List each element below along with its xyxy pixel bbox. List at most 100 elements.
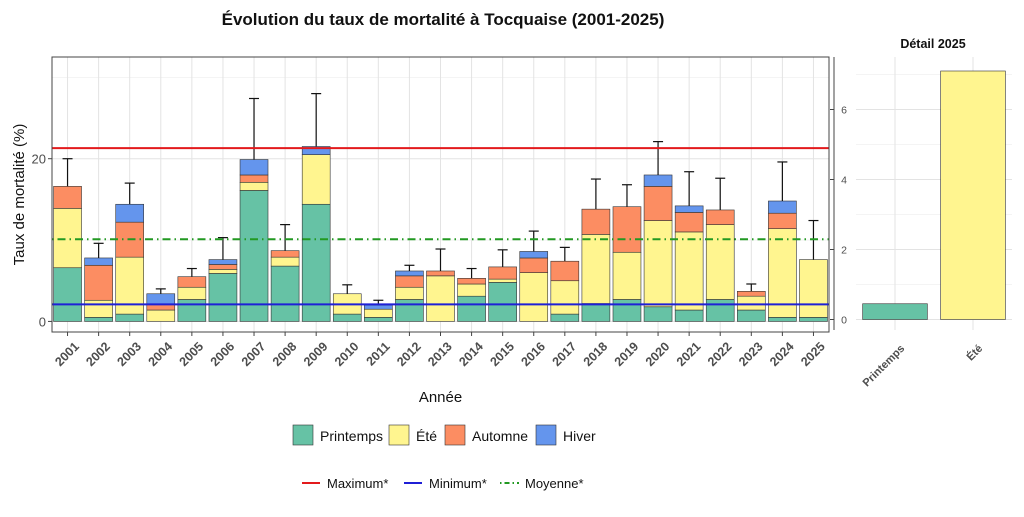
x-tick-label: 2006 (208, 339, 238, 369)
bar-segment-ete (581, 234, 611, 304)
bar-segment-hiver (768, 200, 797, 214)
detail-bar-printemps (862, 303, 928, 320)
bar-segment-printemps (177, 299, 207, 322)
bar-segment-automne (177, 276, 207, 288)
detail-y-tick-label: 2 (841, 245, 847, 257)
bar-segment-ete (768, 228, 797, 318)
bar-segment-automne (239, 174, 269, 183)
bar-segment-hiver (146, 293, 176, 305)
bar-segment-ete (239, 181, 269, 191)
bar-segment-ete (53, 208, 82, 269)
detail-panel-title: Détail 2025 (900, 37, 965, 51)
bar-segment-automne (457, 278, 486, 285)
bar-segment-hiver (208, 259, 238, 265)
bar-segment-ete (519, 272, 549, 322)
bar-segment-ete (799, 259, 828, 318)
x-tick-label: 2015 (487, 339, 517, 369)
bar-segment-automne (426, 270, 455, 277)
bar-segment-ete (457, 283, 486, 297)
bar-segment-ete (705, 224, 735, 300)
bar-segment-ete (488, 278, 517, 283)
bar-segment-printemps (301, 203, 331, 322)
x-tick-label: 2020 (643, 339, 673, 369)
legend-line-label-moyenne: Moyenne* (525, 476, 584, 491)
bar-segment-automne (550, 260, 580, 282)
x-tick-label: 2016 (519, 339, 549, 369)
legend-key-automne (444, 424, 466, 446)
detail-x-tick-label: Été (964, 342, 985, 363)
bar-segment-printemps (364, 317, 393, 322)
x-axis-title: Année (419, 389, 462, 406)
bar-segment-printemps (550, 313, 580, 322)
bar-segment-automne (53, 186, 82, 209)
bar-segment-automne (643, 186, 673, 221)
legend-label-hiver: Hiver (563, 428, 596, 444)
bar-segment-printemps (115, 313, 144, 322)
legend-key-ete (388, 424, 410, 446)
detail-y-tick-label: 0 (841, 315, 847, 327)
bar-segment-automne (84, 264, 113, 301)
bar-segment-hiver (643, 174, 673, 187)
x-tick-label: 2009 (301, 339, 331, 369)
bar-segment-ete (84, 299, 113, 318)
bar-segment-hiver (364, 304, 393, 310)
bar-segment-ete (146, 309, 176, 322)
y-tick-label: 20 (32, 152, 46, 167)
x-tick-label: 2010 (332, 339, 362, 369)
x-tick-label: 2007 (239, 339, 269, 369)
legend-key-printemps (292, 424, 314, 446)
bar-segment-printemps (581, 303, 611, 322)
x-tick-label: 2013 (425, 339, 455, 369)
bar-segment-printemps (799, 317, 828, 322)
x-tick-label: 2023 (736, 339, 766, 369)
bar-segment-ete (301, 154, 331, 205)
bar-segment-automne (737, 291, 766, 297)
bar-segment-printemps (239, 190, 269, 322)
x-tick-label: 2024 (767, 339, 797, 369)
bar-segment-ete (426, 275, 455, 322)
x-tick-label: 2002 (83, 339, 113, 369)
x-tick-label: 2019 (612, 339, 642, 369)
legend-label-ete: Été (416, 428, 437, 444)
bar-segment-ete (612, 251, 642, 300)
x-tick-label: 2021 (674, 339, 704, 369)
x-tick-label: 2025 (798, 339, 828, 369)
bar-segment-automne (519, 257, 549, 273)
bar-segment-ete (737, 295, 766, 311)
bar-segment-ete (550, 280, 580, 315)
bar-segment-ete (643, 220, 673, 308)
legend-label-printemps: Printemps (320, 428, 383, 444)
x-tick-label: 2022 (705, 339, 735, 369)
bar-segment-printemps (643, 306, 673, 322)
x-tick-label: 2005 (177, 339, 207, 369)
bar-segment-automne (270, 250, 300, 258)
legend-line-label-minimum: Minimum* (429, 476, 487, 491)
bar-segment-ete (208, 269, 238, 274)
detail-y-tick-label: 4 (841, 175, 847, 187)
x-tick-label: 2004 (146, 339, 176, 369)
bar-segment-automne (395, 275, 424, 288)
bar-segment-automne (581, 208, 611, 235)
chart-title: Évolution du taux de mortalité à Tocquai… (222, 10, 665, 29)
bar-segment-ete (115, 256, 144, 315)
x-tick-label: 2008 (270, 339, 300, 369)
bar-segment-hiver (239, 159, 269, 176)
bar-segment-ete (674, 231, 704, 311)
bar-segment-printemps (395, 299, 424, 322)
bar-segment-ete (395, 286, 424, 300)
x-tick-label: 2012 (394, 339, 424, 369)
x-tick-label: 2001 (52, 339, 82, 369)
legend-line-label-maximum: Maximum* (327, 476, 388, 491)
bar-segment-printemps (332, 313, 362, 322)
bar-segment-ete (364, 308, 393, 318)
bar-segment-ete (177, 286, 207, 300)
detail-x-tick-label: Printemps (861, 343, 908, 390)
bar-segment-automne (208, 264, 238, 270)
bar-segment-printemps (768, 317, 797, 322)
bar-segment-printemps (270, 265, 300, 322)
bar-segment-automne (768, 212, 797, 229)
bar-segment-printemps (53, 267, 82, 322)
bar-segment-printemps (457, 295, 486, 322)
bar-segment-hiver (84, 257, 113, 266)
